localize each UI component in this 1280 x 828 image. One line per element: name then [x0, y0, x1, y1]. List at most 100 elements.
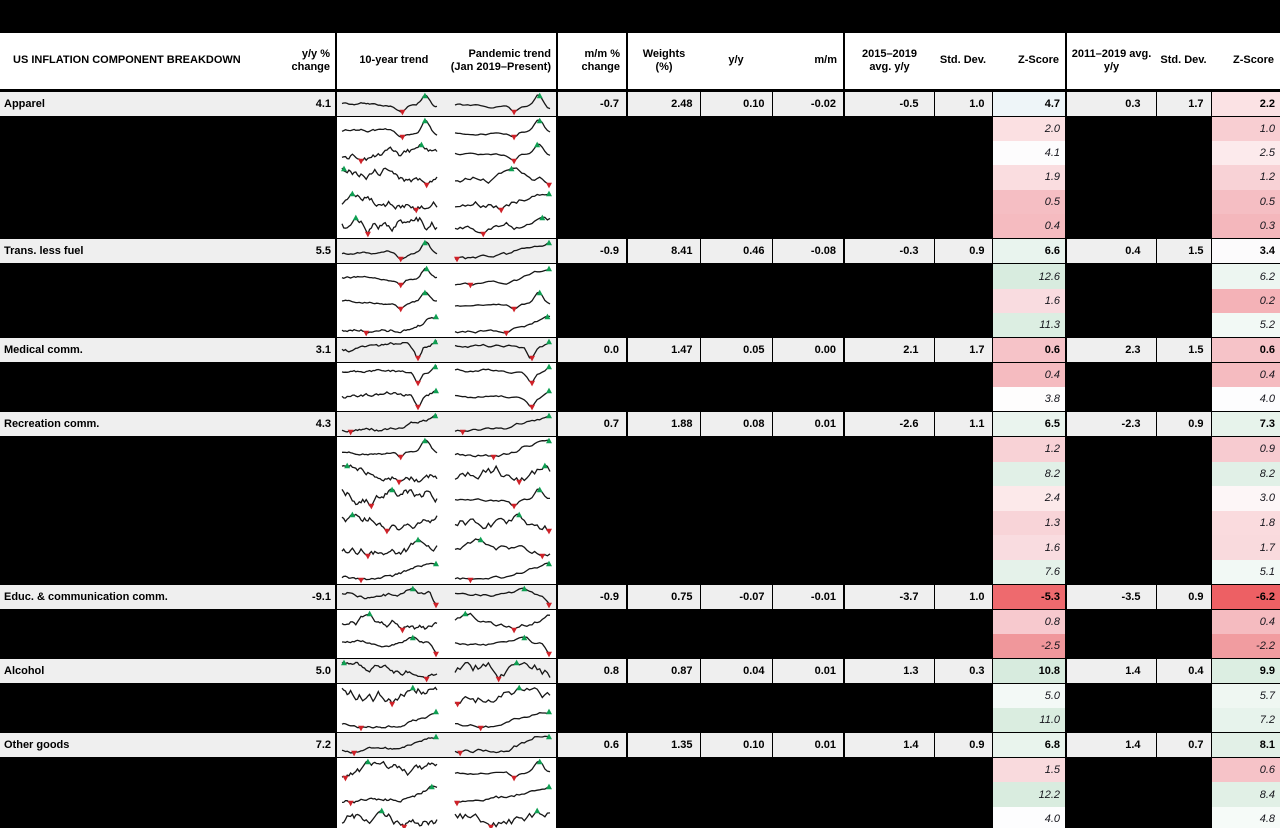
mm-contrib-value [772, 782, 845, 808]
mm-contrib-value [772, 165, 845, 190]
z-score-2-cell: 0.4 [1211, 609, 1280, 635]
mm-contrib-value: 0.01 [772, 658, 845, 685]
std-dev-2-value [1156, 116, 1212, 141]
sparkline-pandemic-trend [454, 684, 551, 708]
max-marker-icon [421, 92, 428, 98]
mm-change-value: 0.6 [557, 732, 628, 759]
max-marker-icon [536, 487, 543, 493]
max-marker-icon [433, 387, 439, 394]
yy-contrib-value [700, 683, 773, 709]
min-marker-icon [358, 577, 364, 584]
mm-contrib-value [772, 486, 845, 511]
yoy-change-value: 7.2 [315, 739, 331, 752]
subcomponent-row: 12.2 8.4 [0, 782, 1280, 808]
mm-contrib-value [772, 683, 845, 709]
z-score-1-cell: 2.0 [992, 116, 1067, 141]
avg-2015-2019-value [844, 288, 935, 314]
component-cell [0, 757, 337, 783]
sparkline-cell [336, 609, 558, 635]
weight-value: 8.41 [627, 238, 701, 265]
max-marker-icon [421, 289, 428, 296]
yoy-change-value: 5.0 [315, 665, 331, 678]
mm-contrib-value [772, 461, 845, 487]
max-marker-icon [546, 560, 552, 567]
avg-2015-2019-value [844, 486, 935, 511]
z-score-2-cell: 8.1 [1211, 732, 1280, 759]
min-marker-icon [495, 676, 502, 683]
z-score-2-cell: 5.2 [1211, 313, 1280, 338]
mm-contrib-value [772, 362, 845, 388]
std-dev-2-value [1156, 634, 1212, 659]
std-dev-2-value: 0.9 [1156, 584, 1212, 610]
avg-2015-2019-value: -0.5 [844, 89, 935, 117]
min-marker-icon [396, 479, 402, 486]
header-component-cell: US INFLATION COMPONENT BREAKDOWN y/y % c… [0, 33, 337, 92]
min-marker-icon [364, 553, 371, 560]
mm-change-value [557, 486, 628, 511]
component-cell [0, 559, 337, 585]
mm-contrib-value [772, 559, 845, 585]
yy-contrib-value: 0.08 [700, 411, 773, 438]
min-marker-icon [546, 651, 552, 658]
sparkline-10yr-trend [341, 684, 438, 708]
sparkline-10yr-trend [341, 413, 439, 436]
z-score-1-cell: 4.0 [992, 807, 1067, 828]
weight-value [627, 165, 701, 190]
sparkline-pandemic-trend [454, 363, 552, 387]
subcomponent-row: 1.3 1.8 [0, 510, 1280, 536]
avg-2015-2019-value [844, 362, 935, 388]
mm-change-value [557, 461, 628, 487]
sparkline-10yr-trend [341, 117, 438, 140]
max-marker-icon [546, 240, 552, 246]
component-cell [0, 140, 337, 166]
mm-change-value: 0.0 [557, 337, 628, 364]
subcomponent-row: 0.4 0.4 [0, 362, 1280, 388]
component-row: Recreation comm. 4.3 0.7 1.88 0.08 0.01 -2.6 1.… [0, 411, 1280, 438]
weight-value [627, 189, 701, 215]
z-score-1-cell: 3.8 [992, 387, 1067, 412]
min-marker-icon [467, 577, 474, 584]
mm-contrib-value: 0.01 [772, 411, 845, 438]
yy-contrib-value [700, 362, 773, 388]
sparkline-cell [336, 436, 558, 462]
z-score-1-cell: 5.0 [992, 683, 1067, 709]
z-score-2-cell: 0.9 [1211, 436, 1280, 462]
sparkline-cell [336, 288, 558, 314]
mm-change-value [557, 436, 628, 462]
std-dev-2-value [1156, 486, 1212, 511]
yy-contrib-value [700, 510, 773, 536]
col-weights: Weights (%) [627, 33, 700, 92]
max-marker-icon [432, 338, 439, 345]
max-marker-icon [378, 807, 385, 814]
max-marker-icon [389, 487, 396, 493]
min-marker-icon [397, 306, 404, 313]
sparkline-cell [336, 89, 558, 117]
std-dev-1-value [934, 708, 993, 733]
std-dev-1-value [934, 165, 993, 190]
std-dev-2-value: 1.7 [1156, 89, 1212, 117]
z-score-1-cell: -5.3 [992, 584, 1067, 610]
col-yoy-change: y/y % change [291, 47, 330, 73]
sparkline-cell [336, 387, 558, 412]
avg-2011-2019-value: -2.3 [1066, 411, 1157, 438]
max-marker-icon [364, 759, 371, 765]
min-marker-icon [511, 158, 518, 165]
z-score-1-cell: 8.2 [992, 461, 1067, 487]
col-pandemic-trend: Pandemic trend (Jan 2019–Present) [450, 47, 551, 73]
std-dev-2-value [1156, 362, 1212, 388]
subcomponent-row: 1.6 1.7 [0, 535, 1280, 560]
col-z-score-2: Z-Score [1211, 33, 1280, 92]
yy-contrib-value [700, 634, 773, 659]
min-marker-icon [511, 134, 518, 140]
avg-2015-2019-value [844, 214, 935, 239]
avg-2015-2019-value: 1.3 [844, 658, 935, 685]
max-marker-icon [423, 265, 430, 271]
std-dev-1-value [934, 807, 993, 828]
max-marker-icon [421, 117, 428, 123]
mm-contrib-value: -0.01 [772, 584, 845, 610]
min-marker-icon [546, 528, 552, 535]
z-score-2-cell: 1.0 [1211, 116, 1280, 141]
sparkline-pandemic-trend [454, 166, 552, 189]
min-marker-icon [389, 702, 396, 708]
weight-value [627, 362, 701, 388]
